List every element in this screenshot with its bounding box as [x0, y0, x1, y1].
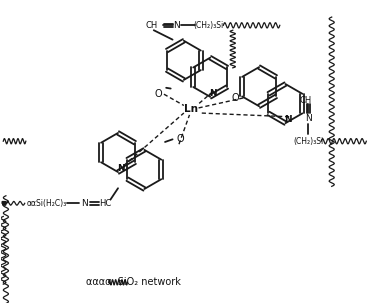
Text: N: N [81, 199, 88, 208]
Text: N: N [117, 164, 124, 173]
Text: O: O [232, 93, 239, 103]
Text: CH: CH [146, 21, 158, 30]
Text: HC: HC [99, 199, 111, 208]
Text: (CH₂)₃Si: (CH₂)₃Si [293, 137, 323, 146]
Text: O: O [155, 89, 163, 99]
Text: (CH₂)₃Si: (CH₂)₃Si [193, 21, 224, 30]
Text: O: O [176, 134, 184, 144]
Text: Ln: Ln [184, 104, 198, 114]
Text: αααα  SiO₂ network: αααα SiO₂ network [86, 277, 180, 287]
Text: ααSi(H₂C)₃: ααSi(H₂C)₃ [27, 199, 67, 208]
Text: N: N [284, 115, 292, 124]
Text: CH: CH [299, 96, 312, 105]
Text: N: N [209, 89, 217, 98]
Text: N: N [173, 21, 180, 30]
Text: N: N [305, 114, 312, 123]
